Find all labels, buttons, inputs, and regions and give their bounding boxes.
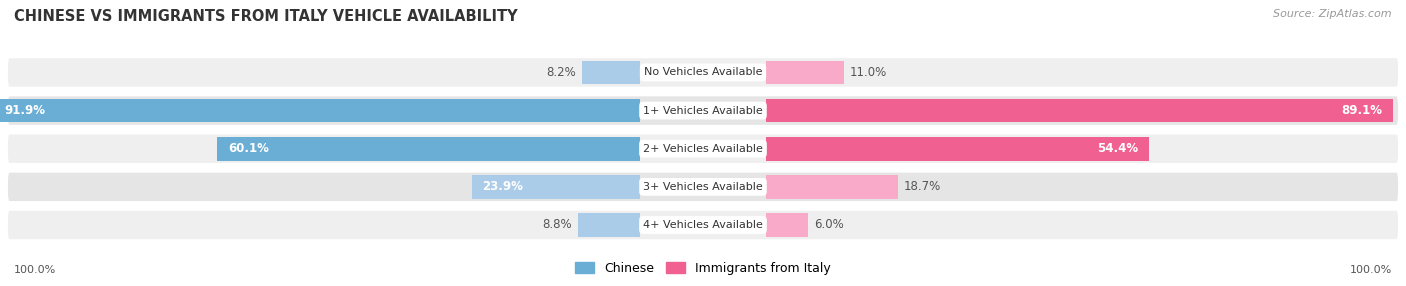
FancyBboxPatch shape <box>7 210 1399 240</box>
Text: 18.7%: 18.7% <box>904 180 941 193</box>
Text: 4+ Vehicles Available: 4+ Vehicles Available <box>643 220 763 230</box>
Bar <box>766 213 808 237</box>
Bar <box>766 61 844 84</box>
Text: 100.0%: 100.0% <box>14 265 56 275</box>
Text: 1+ Vehicles Available: 1+ Vehicles Available <box>643 106 763 116</box>
Bar <box>766 99 1392 122</box>
FancyBboxPatch shape <box>7 57 1399 88</box>
Legend: Chinese, Immigrants from Italy: Chinese, Immigrants from Italy <box>569 257 837 280</box>
Text: 3+ Vehicles Available: 3+ Vehicles Available <box>643 182 763 192</box>
Text: 100.0%: 100.0% <box>1350 265 1392 275</box>
Text: 8.2%: 8.2% <box>547 66 576 79</box>
Text: 2+ Vehicles Available: 2+ Vehicles Available <box>643 144 763 154</box>
FancyBboxPatch shape <box>7 172 1399 202</box>
Bar <box>582 61 640 84</box>
Text: 6.0%: 6.0% <box>814 219 844 231</box>
Text: 60.1%: 60.1% <box>228 142 269 155</box>
Bar <box>471 175 640 199</box>
Text: Source: ZipAtlas.com: Source: ZipAtlas.com <box>1274 9 1392 19</box>
Text: 91.9%: 91.9% <box>4 104 45 117</box>
Text: 23.9%: 23.9% <box>482 180 523 193</box>
Bar <box>0 99 640 122</box>
Bar <box>217 137 640 160</box>
Text: 54.4%: 54.4% <box>1097 142 1139 155</box>
Text: No Vehicles Available: No Vehicles Available <box>644 67 762 78</box>
Text: 89.1%: 89.1% <box>1341 104 1382 117</box>
Text: 8.8%: 8.8% <box>543 219 572 231</box>
Bar <box>578 213 640 237</box>
FancyBboxPatch shape <box>7 134 1399 164</box>
Bar <box>766 137 1149 160</box>
Text: 11.0%: 11.0% <box>849 66 886 79</box>
Text: CHINESE VS IMMIGRANTS FROM ITALY VEHICLE AVAILABILITY: CHINESE VS IMMIGRANTS FROM ITALY VEHICLE… <box>14 9 517 23</box>
FancyBboxPatch shape <box>7 95 1399 126</box>
Bar <box>766 175 898 199</box>
